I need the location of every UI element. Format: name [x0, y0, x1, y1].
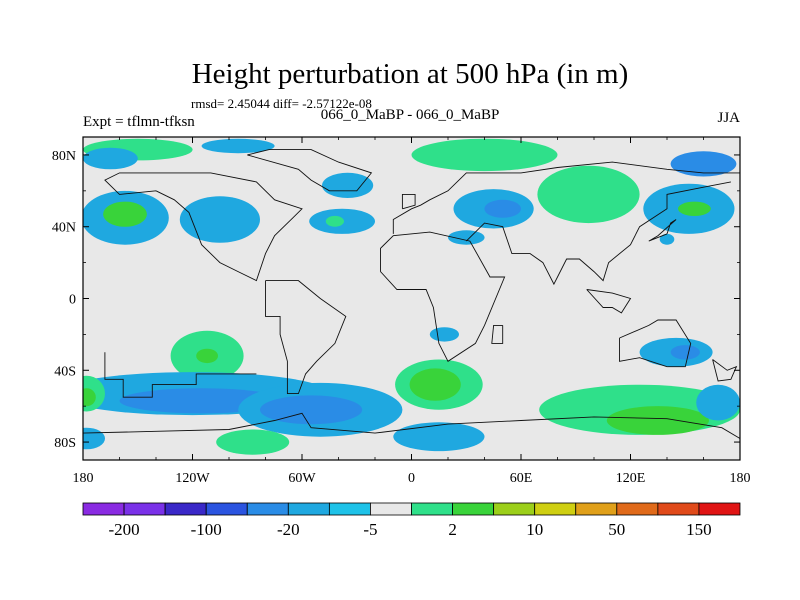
case-label: 066_0_MaBP - 066_0_MaBP	[321, 107, 500, 123]
colorbar-swatch	[370, 502, 412, 516]
contour-region-sw-pacific-high-core	[83, 388, 96, 407]
coastline-10	[648, 219, 677, 242]
coastline-12	[586, 289, 632, 314]
contour-region-east-asia-low-mid	[670, 151, 737, 177]
colorbar-swatch	[246, 502, 289, 516]
contour-region-n-canada-low	[201, 138, 275, 154]
colorbar-label: 50	[608, 520, 625, 539]
chart-title: Height perturbation at 500 hPa (in m)	[192, 58, 629, 90]
stats-line: rmsd= 2.45044 diff= -2.57122e-08	[191, 96, 372, 111]
y-tick-label: 80S	[54, 436, 76, 451]
contour-region-n-atlantic-low-core	[325, 215, 344, 227]
x-tick-label: 120E	[616, 471, 646, 486]
colorbar-swatch	[328, 502, 371, 516]
x-tick-label: 60E	[510, 471, 533, 486]
colorbar-swatch	[698, 502, 741, 516]
colorbar-label: 10	[526, 520, 543, 539]
coastline-5	[392, 161, 740, 234]
x-tick-label: 120W	[175, 471, 210, 486]
contour-region-arctic-high-east	[411, 138, 558, 172]
coastline-0	[104, 352, 257, 398]
contour-region-tropical-pacific-low	[659, 233, 675, 245]
colorbar-swatch	[123, 502, 166, 516]
colorbar-swatch	[616, 502, 659, 516]
contour-region-east-asia-core	[678, 201, 711, 216]
colorbar-swatch	[287, 502, 330, 516]
coastline-7	[619, 319, 692, 368]
contour-region-s-atlantic-low-mid	[260, 395, 363, 425]
colorbar-swatch	[164, 502, 207, 516]
colorbar-swatch	[452, 502, 495, 516]
contour-region-se-pacific-high-core	[196, 348, 219, 364]
contour-region-n-america-low	[179, 196, 260, 243]
x-tick-label: 0	[408, 471, 415, 486]
coastline-9	[712, 359, 738, 382]
colorbar-swatch	[82, 502, 125, 516]
contour-region-australia-low-core	[670, 345, 700, 360]
colorbar-label: 150	[686, 520, 712, 539]
y-tick-label: 40S	[54, 364, 76, 379]
contour-region-antarctic-pacific-high	[216, 429, 290, 455]
contour-region-greenland-low	[322, 172, 374, 198]
y-tick-label: 0	[69, 293, 76, 308]
coastline-6	[465, 181, 731, 286]
coastline-11	[401, 193, 416, 210]
contour-region-s-indian-high-core	[606, 406, 710, 435]
coastline-4	[380, 231, 506, 362]
colorbar-swatch	[534, 502, 577, 516]
colorbar-label: -20	[277, 520, 300, 539]
colorbar-swatch	[205, 502, 248, 516]
x-tick-label: 180	[73, 471, 94, 486]
colorbar-label: -100	[191, 520, 222, 539]
colorbar-swatch	[575, 502, 618, 516]
experiment-label: Expt = tflmn-tfksn	[83, 114, 195, 130]
contour-region-arctic-low-west	[83, 147, 138, 170]
colorbar: -200 -100 -20 -5 2 10 50 150	[82, 502, 741, 539]
colorbar-swatch	[493, 502, 536, 516]
y-tick-label: 80N	[52, 149, 76, 164]
colorbar-label: 2	[448, 520, 457, 539]
coastline-3	[104, 172, 303, 282]
contour-region-east-indian-low	[696, 384, 740, 421]
contour-region-asia-high	[537, 165, 640, 224]
contour-region-n-pacific-low-core	[103, 201, 147, 227]
contour-region-europe-low-core	[484, 199, 521, 218]
colorbar-swatch	[657, 502, 700, 516]
coastline-2	[247, 149, 373, 192]
axes: 180 120W 60W 0 60E 120E 180 80N 40N 0 40S 80S	[52, 137, 751, 486]
x-tick-label: 60W	[288, 471, 316, 486]
contour-region-antarctic-atlantic-low	[393, 422, 485, 452]
colorbar-label: -200	[109, 520, 140, 539]
coastline-8	[83, 412, 740, 439]
coastline-layer	[83, 149, 740, 439]
coastline-13	[491, 324, 504, 344]
x-tick-label: 180	[730, 471, 751, 486]
season-label: JJA	[717, 110, 740, 126]
colorbar-swatch	[411, 502, 453, 516]
colorbar-label: -5	[363, 520, 377, 539]
contour-region-mediterranean-low	[448, 230, 485, 245]
y-tick-label: 40N	[52, 221, 76, 236]
map-area	[83, 137, 740, 460]
contour-region-s-atlantic-high-core	[409, 368, 461, 401]
coastline-1	[265, 280, 347, 395]
contour-region-s-africa-low	[429, 327, 459, 342]
